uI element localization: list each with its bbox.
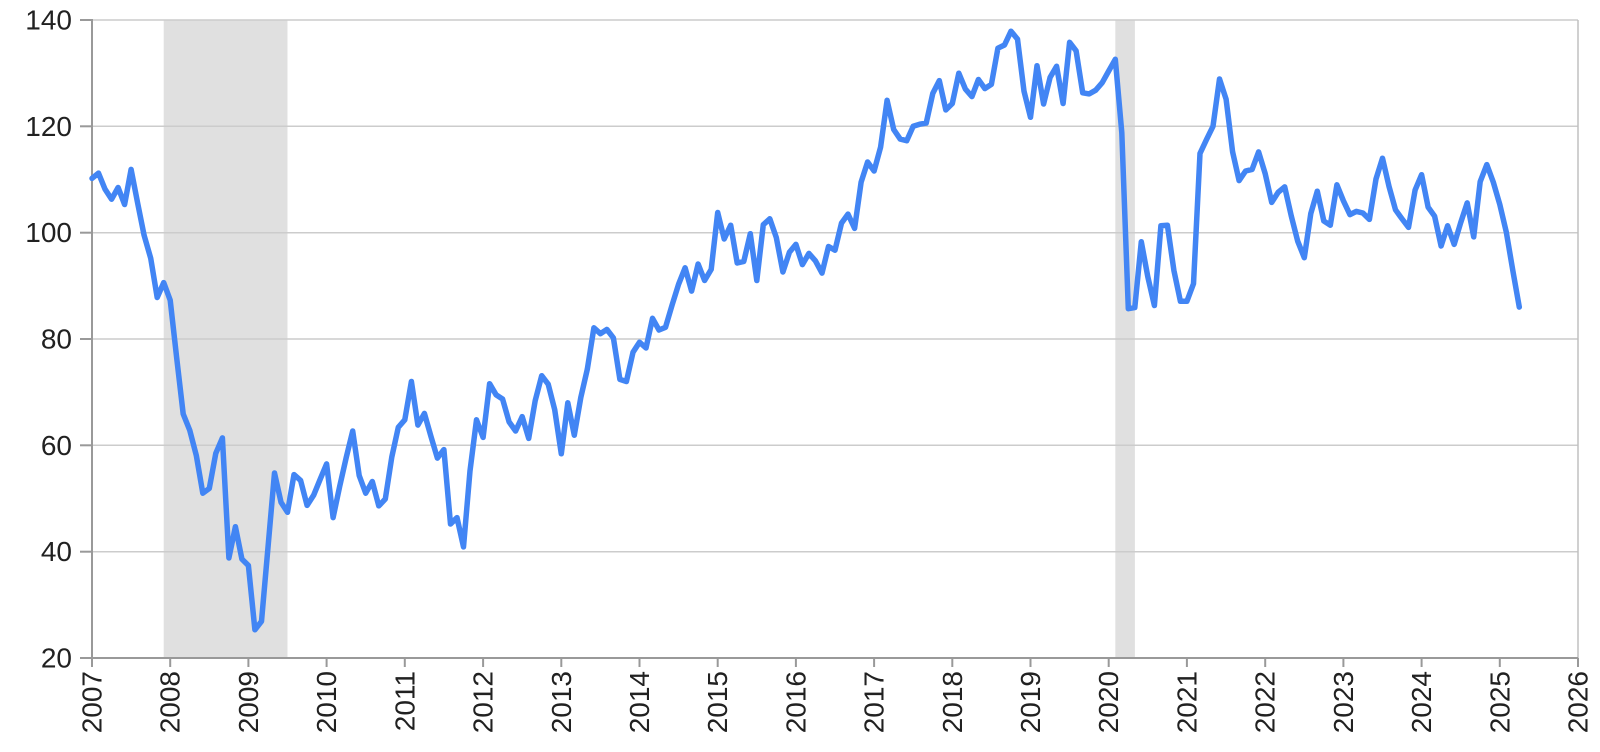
y-tick-label: 120 [25,111,72,142]
y-tick-label: 40 [41,536,72,567]
x-tick-label: 2024 [1406,671,1437,733]
gridlines [92,19,1579,658]
x-tick-label: 2021 [1171,671,1202,733]
y-axis-labels: 20 40 60 80 100 120 140 [25,5,72,674]
y-tick-label: 100 [25,217,72,248]
x-tick-label: 2025 [1484,671,1515,733]
x-tick-label: 2026 [1563,671,1594,733]
x-tick-label: 2012 [468,671,499,733]
x-axis-labels: 2007 2008 2009 2010 2011 2012 2013 2014 2015 2016… [77,671,1594,733]
x-tick-label: 2019 [1015,671,1046,733]
x-tick-label: 2007 [77,671,108,733]
x-tick-label: 2011 [389,671,420,731]
x-tick-label: 2014 [624,671,655,733]
x-tick-label: 2018 [937,671,968,733]
x-tick-label: 2022 [1250,671,1281,733]
y-tick-label: 80 [41,324,72,355]
data-line [89,28,1523,633]
x-tick-label: 2020 [1093,671,1124,733]
x-tick-label: 2010 [311,671,342,733]
y-tick-label: 140 [25,5,72,36]
x-tick-label: 2017 [859,671,890,733]
axes [80,19,1579,667]
y-tick-label: 20 [41,643,72,674]
x-tick-label: 2023 [1328,671,1359,733]
x-tick-label: 2013 [546,671,577,733]
x-tick-label: 2009 [233,671,264,733]
x-tick-label: 2015 [702,671,733,733]
x-tick-label: 2016 [780,671,811,733]
y-tick-label: 60 [41,430,72,461]
x-tick-label: 2008 [155,671,186,733]
